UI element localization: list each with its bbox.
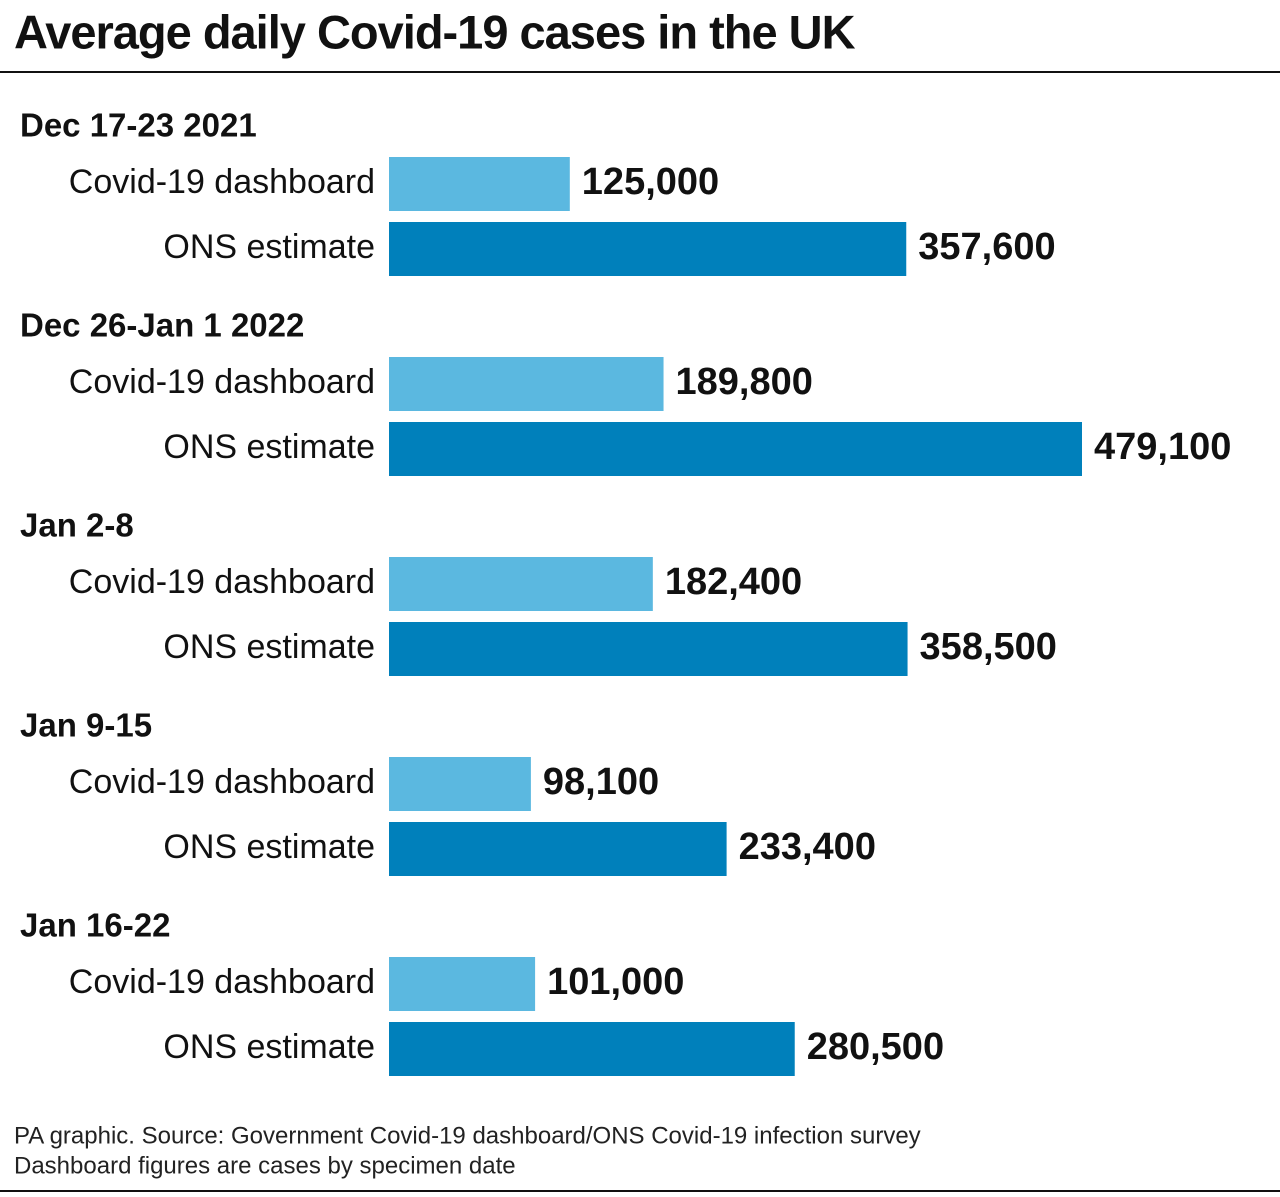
- bar: [389, 757, 531, 811]
- value-label: 479,100: [1094, 426, 1231, 468]
- bar: [389, 622, 908, 676]
- series-label: ONS estimate: [163, 828, 375, 866]
- bar: [389, 157, 570, 211]
- value-label: 357,600: [918, 226, 1055, 268]
- series-label: ONS estimate: [163, 428, 375, 466]
- series-label: ONS estimate: [163, 228, 375, 266]
- value-label: 182,400: [665, 561, 802, 603]
- value-label: 125,000: [582, 161, 719, 203]
- bar: [389, 422, 1082, 476]
- group-label: Dec 17-23 2021: [20, 107, 257, 144]
- series-label: Covid-19 dashboard: [69, 963, 375, 1001]
- bar: [389, 957, 536, 1011]
- series-label: Covid-19 dashboard: [69, 763, 375, 801]
- bar: [389, 222, 907, 276]
- series-label: Covid-19 dashboard: [69, 163, 375, 201]
- value-label: 233,400: [739, 826, 876, 868]
- series-label: Covid-19 dashboard: [69, 563, 375, 601]
- group-label: Jan 9-15: [20, 707, 152, 744]
- value-label: 98,100: [543, 761, 659, 803]
- bar: [389, 1022, 795, 1076]
- bar: [389, 557, 653, 611]
- value-label: 280,500: [807, 1026, 944, 1068]
- group-label: Dec 26-Jan 1 2022: [20, 307, 304, 344]
- value-label: 358,500: [920, 626, 1057, 668]
- series-label: ONS estimate: [163, 628, 375, 666]
- value-label: 189,800: [676, 361, 813, 403]
- footnote: Dashboard figures are cases by specimen …: [14, 1152, 516, 1179]
- footnote: PA graphic. Source: Government Covid-19 …: [14, 1122, 921, 1149]
- value-label: 101,000: [547, 961, 684, 1003]
- group-label: Jan 16-22: [20, 907, 170, 944]
- bar: [389, 357, 664, 411]
- series-label: Covid-19 dashboard: [69, 363, 375, 401]
- chart-title: Average daily Covid-19 cases in the UK: [14, 5, 856, 58]
- bar: [389, 822, 727, 876]
- series-label: ONS estimate: [163, 1028, 375, 1066]
- group-label: Jan 2-8: [20, 507, 134, 544]
